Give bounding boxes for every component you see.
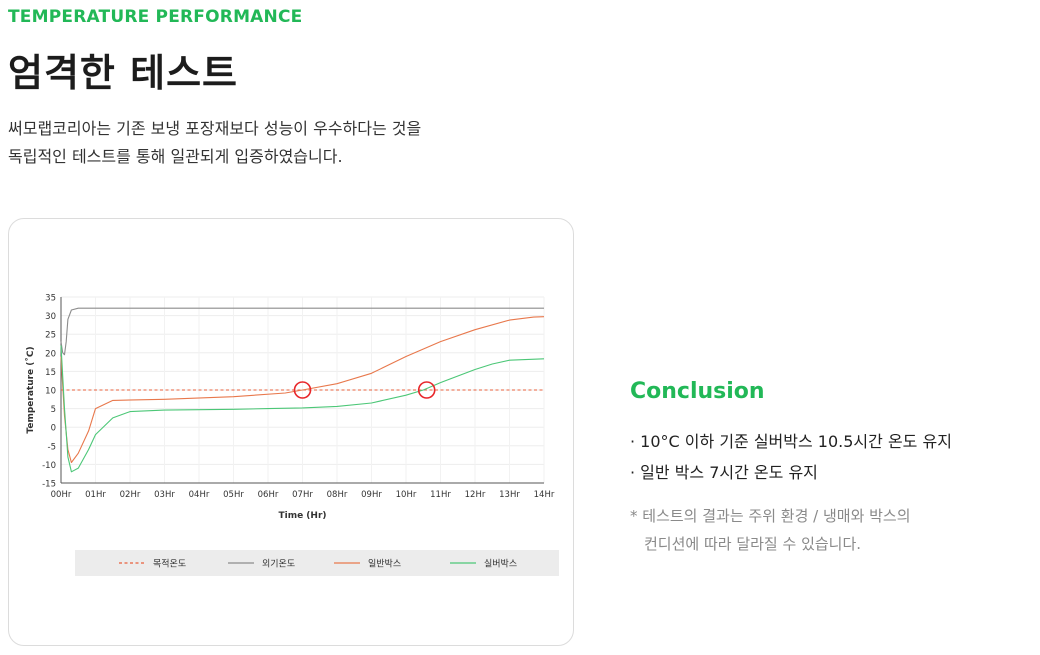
y-axis-title: Temperature (˚C) — [25, 346, 36, 433]
legend-label-3: 일반박스 — [368, 559, 401, 570]
legend-label-4: 실버박스 — [484, 559, 517, 570]
description: 써모랩코리아는 기존 보냉 포장재보다 성능이 우수하다는 것을 독립적인 테스… — [8, 115, 421, 171]
conclusion-bullets: · 10°C 이하 기준 실버박스 10.5시간 온도 유지 · 일반 박스 7… — [630, 426, 952, 488]
legend-box — [75, 550, 559, 576]
y-tick-label-0: 35 — [45, 294, 56, 304]
conclusion-bullet-2: · 일반 박스 7시간 온도 유지 — [630, 463, 818, 482]
note-line-1: * 테스트의 결과는 주위 환경 / 냉매와 박스의 — [630, 507, 911, 525]
series-line-3 — [60, 316, 545, 464]
x-tick-label-10: 10Hr — [396, 490, 417, 500]
x-tick-label-2: 02Hr — [120, 490, 141, 500]
x-tick-label-4: 04Hr — [189, 490, 210, 500]
legend-label-2: 외기온도 — [262, 558, 295, 570]
x-tick-label-9: 09Hr — [361, 490, 382, 500]
conclusion-bullet-1: · 10°C 이하 기준 실버박스 10.5시간 온도 유지 — [630, 432, 952, 451]
x-tick-label-8: 08Hr — [327, 490, 348, 500]
x-tick-label-1: 01Hr — [85, 490, 106, 500]
x-axis-title: Time (Hr) — [278, 511, 326, 521]
chart-card: 35 30 25 20 15 10 5 0 -5 -10 -15 00Hr 01Hr 02Hr 03Hr 04… — [8, 218, 574, 646]
x-tick-label-6: 06Hr — [258, 490, 279, 500]
description-line-1: 써모랩코리아는 기존 보냉 포장재보다 성능이 우수하다는 것을 — [8, 119, 422, 138]
y-tick-label-9: -10 — [42, 461, 56, 471]
x-tick-label-14: 14Hr — [534, 490, 555, 500]
y-tick-label-4: 15 — [45, 368, 56, 378]
threshold-marker-2 — [417, 381, 436, 399]
x-tick-label-0: 00Hr — [51, 490, 72, 500]
x-tick-label-11: 11Hr — [430, 490, 451, 500]
y-tick-label-2: 25 — [45, 331, 56, 341]
threshold-marker-1 — [293, 381, 312, 399]
x-tick-label-5: 05Hr — [223, 490, 244, 500]
series-line-2 — [60, 307, 544, 356]
x-tick-label-7: 07Hr — [292, 490, 313, 500]
page-title: 엄격한 테스트 — [8, 51, 238, 95]
section-eyebrow: TEMPERATURE PERFORMANCE — [8, 7, 303, 27]
y-tick-label-5: 10 — [45, 387, 56, 397]
y-tick-label-6: 5 — [51, 405, 56, 415]
conclusion-note: * 테스트의 결과는 주위 환경 / 냉매와 박스의 컨디션에 따라 달라질 수… — [630, 502, 911, 558]
y-tick-label-10: -15 — [42, 480, 56, 490]
series-line-4 — [60, 345, 545, 473]
legend-label-1: 목적온도 — [153, 558, 186, 570]
note-line-2: 컨디션에 따라 달라질 수 있습니다. — [644, 535, 862, 553]
x-tick-label-12: 12Hr — [465, 490, 486, 500]
x-tick-label-3: 03Hr — [154, 490, 175, 500]
y-tick-label-3: 20 — [45, 349, 56, 359]
y-tick-label-8: -5 — [48, 442, 56, 452]
x-tick-label-13: 13Hr — [499, 490, 520, 500]
conclusion-title: Conclusion — [630, 379, 765, 404]
description-line-2: 독립적인 테스트를 통해 일관되게 입증하였습니다. — [8, 147, 343, 166]
y-tick-label-1: 30 — [45, 312, 56, 322]
y-tick-label-7: 0 — [51, 424, 56, 434]
